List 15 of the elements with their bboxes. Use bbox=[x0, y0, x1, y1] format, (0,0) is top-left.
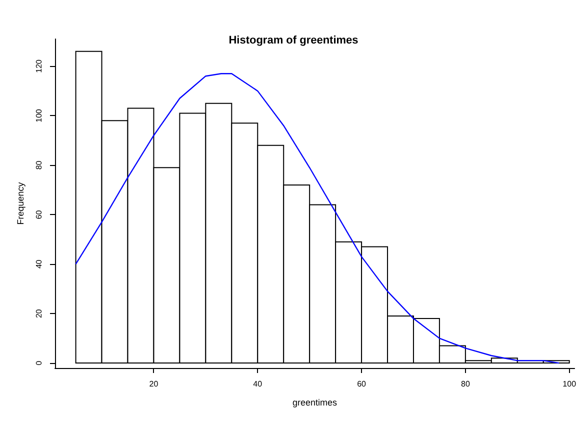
chart-title: Histogram of greentimes bbox=[228, 34, 358, 46]
x-tick-label: 60 bbox=[357, 380, 367, 388]
x-tick-label: 80 bbox=[460, 380, 470, 388]
y-tick-label: 80 bbox=[34, 160, 44, 170]
y-tick-label: 20 bbox=[34, 308, 44, 318]
y-tick-label: 0 bbox=[34, 360, 44, 366]
x-axis-title: greentimes bbox=[292, 398, 338, 408]
x-tick-label: 40 bbox=[253, 380, 263, 388]
x-tick-label: 100 bbox=[562, 380, 577, 388]
y-tick-label: 100 bbox=[34, 108, 44, 122]
x-tick-label: 20 bbox=[149, 380, 159, 388]
y-tick-label: 120 bbox=[34, 58, 44, 73]
y-tick-label: 40 bbox=[34, 259, 44, 269]
y-tick-label: 60 bbox=[34, 210, 44, 220]
y-axis-title: Frequency bbox=[16, 182, 26, 225]
